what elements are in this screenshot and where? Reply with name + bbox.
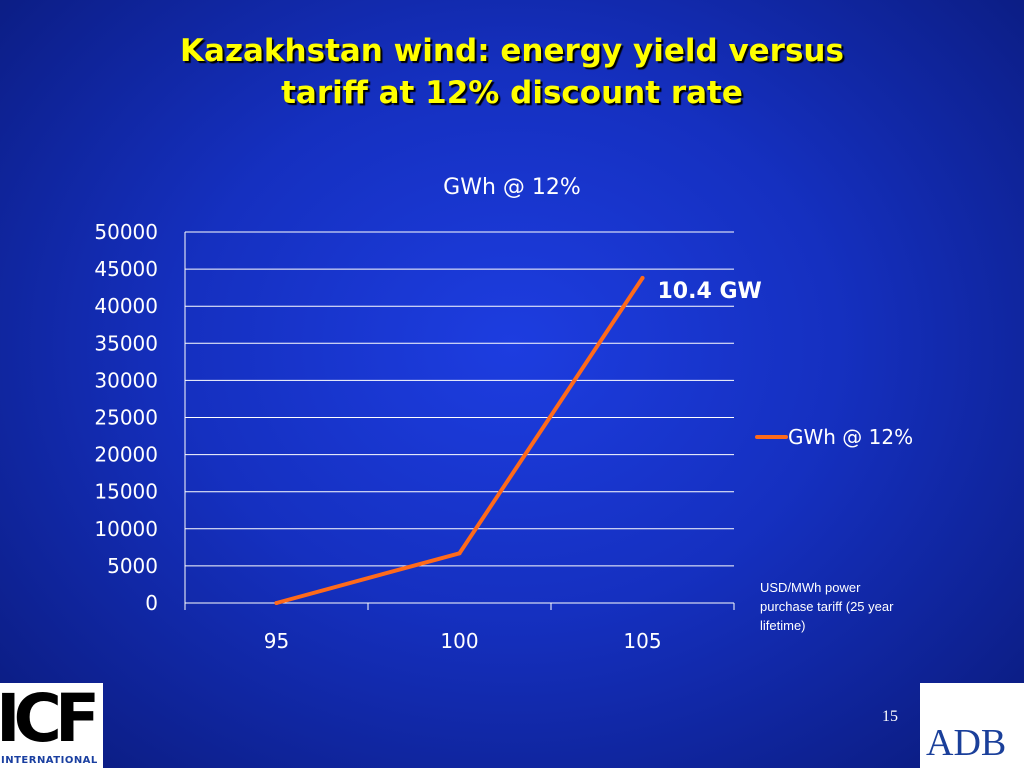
adb-logo: ADB — [920, 683, 1024, 768]
y-tick-label: 45000 — [94, 257, 158, 281]
y-tick-label: 10000 — [94, 517, 158, 541]
x-axis-note: USD/MWh power purchase tariff (25 year l… — [760, 580, 894, 633]
y-tick-label: 20000 — [94, 443, 158, 467]
slide-title-line1: Kazakhstan wind: energy yield versus — [180, 33, 844, 69]
y-tick-label: 40000 — [94, 294, 158, 318]
legend: GWh @ 12% — [755, 425, 913, 449]
data-point — [640, 276, 645, 281]
slide-title-line2: tariff at 12% discount rate — [281, 75, 743, 111]
icf-logo: ICF INTERNATIONAL — [0, 683, 103, 768]
legend-label: GWh @ 12% — [788, 425, 913, 449]
icf-logo-subtitle: INTERNATIONAL — [1, 755, 98, 766]
data-point — [274, 601, 279, 605]
y-tick-label: 0 — [145, 591, 158, 615]
slide-title: Kazakhstan wind: energy yield versus tar… — [0, 30, 1024, 114]
y-axis: 0 5000 10000 15000 20000 25000 30000 35000 40000… — [94, 220, 186, 615]
grid-lines — [185, 231, 734, 604]
y-tick-label: 5000 — [107, 554, 158, 578]
icf-logo-mark: ICF — [0, 683, 100, 757]
page-number: 15 — [882, 708, 898, 725]
y-tick-label: 35000 — [94, 331, 158, 355]
data-point — [457, 551, 462, 556]
y-tick-label: 30000 — [94, 368, 158, 392]
y-tick-label: 25000 — [94, 406, 158, 430]
series-layer: 10.4 GW — [274, 276, 762, 605]
adb-logo-text: ADB — [926, 722, 1007, 764]
annotation-label: 10.4 GW — [658, 279, 762, 304]
y-tick-label: 50000 — [94, 220, 158, 244]
x-tick-label: 95 — [264, 629, 289, 653]
y-tick-label: 15000 — [94, 480, 158, 504]
x-tick-label: 105 — [623, 629, 661, 653]
chart-title: GWh @ 12% — [443, 175, 581, 200]
x-axis: 95 100 105 — [184, 603, 735, 653]
x-tick-label: 100 — [440, 629, 478, 653]
